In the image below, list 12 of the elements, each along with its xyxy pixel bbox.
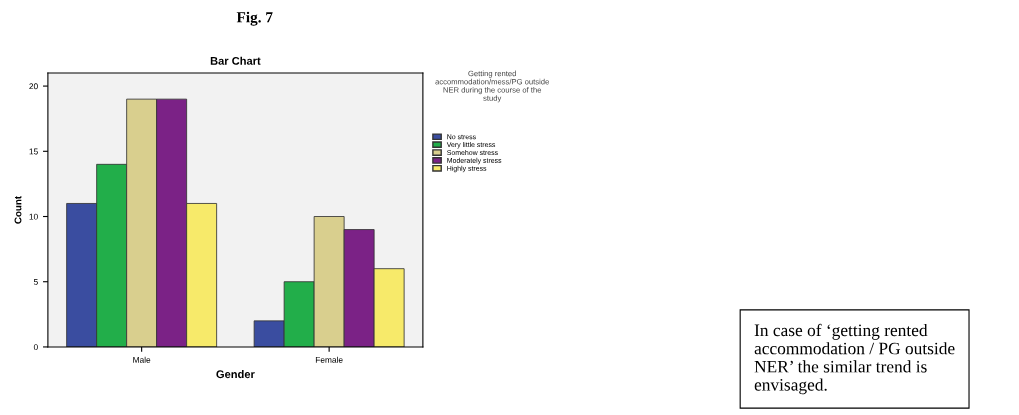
x-axis-title: Gender bbox=[216, 369, 255, 379]
y-tick-label: 20 bbox=[29, 83, 38, 90]
y-tick-label: 15 bbox=[29, 148, 38, 155]
y-axis-title: Count bbox=[14, 196, 22, 224]
y-tick-label: 5 bbox=[33, 279, 38, 285]
y-tick-label: 0 bbox=[33, 344, 38, 351]
chart-subtitle: Bar Chart bbox=[210, 56, 261, 65]
y-tick-label: 10 bbox=[29, 213, 38, 220]
x-tick-label: Male bbox=[133, 356, 151, 363]
chart-title: Fig. 7 bbox=[236, 11, 273, 26]
x-tick-label: Female bbox=[315, 356, 343, 363]
text: In case of ‘getting rented accommodation / PG outside NER’ the similar trend is envisaged. bbox=[754, 323, 955, 395]
